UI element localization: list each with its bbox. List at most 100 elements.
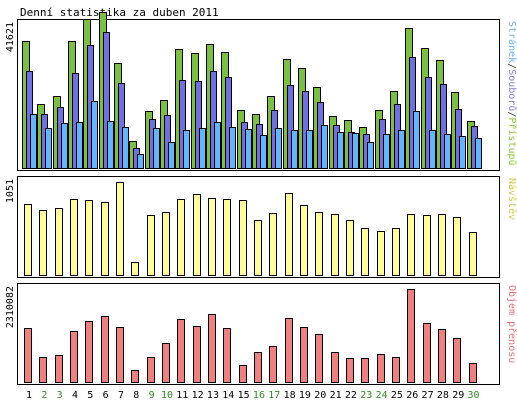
- bar-hits-stránek-16: [260, 135, 267, 169]
- bar-visits-návštěv-9: [147, 215, 155, 276]
- x-tick-label-16: 16: [253, 390, 265, 401]
- y-max-label-transfer: 2310082: [5, 286, 16, 328]
- bar-hits-stránek-4: [76, 122, 83, 169]
- bar-visits-návštěv-2: [39, 210, 47, 276]
- y-max-label-hits: 41621: [5, 22, 16, 52]
- bar-hits-souborů-14: [225, 77, 232, 169]
- bar-transfer-objem-přenosu-26: [407, 289, 415, 383]
- bar-transfer-objem-přenosu-3: [55, 355, 63, 383]
- bar-hits-stránek-7: [122, 127, 129, 169]
- bar-transfer-objem-přenosu-14: [223, 328, 231, 383]
- bar-hits-stránek-2: [45, 128, 52, 169]
- bar-transfer-objem-přenosu-1: [24, 328, 32, 383]
- series-label-hits: Stránek/Souborů/Přístupů: [506, 21, 517, 166]
- series-label-transfer: Objem přenosu: [506, 285, 517, 363]
- bar-hits-souborů-28: [440, 84, 447, 169]
- x-tick-label-20: 20: [314, 390, 326, 401]
- panel-frame-hits: [17, 19, 500, 171]
- bar-hits-souborů-7: [118, 83, 125, 169]
- series-label-part-hits-3: /: [506, 111, 517, 117]
- bar-transfer-objem-přenosu-20: [315, 334, 323, 383]
- bar-visits-návštěv-14: [223, 199, 231, 276]
- x-tick-label-9: 9: [149, 390, 155, 401]
- bar-transfer-objem-přenosu-17: [269, 346, 277, 383]
- x-tick-label-17: 17: [268, 390, 280, 401]
- x-axis-day-labels: 1 2 3 4 5 6 7 8 9 10 11 12 13 14 15 16 17 18 19 20 21 22 23 24 2…: [26, 390, 480, 401]
- bar-transfer-objem-přenosu-29: [453, 338, 461, 383]
- bar-visits-návštěv-25: [392, 228, 400, 276]
- series-label-visits: Návštěv: [506, 178, 517, 220]
- bar-hits-stránek-26: [413, 111, 420, 169]
- bar-visits-návštěv-20: [315, 212, 323, 276]
- bar-visits-návštěv-6: [101, 202, 109, 276]
- panel-frame-transfer: [17, 283, 500, 385]
- x-tick-label-28: 28: [437, 390, 449, 401]
- bar-visits-návštěv-27: [423, 215, 431, 276]
- series-label-part-hits-1: /: [506, 63, 517, 69]
- bar-visits-návštěv-5: [85, 200, 93, 276]
- x-tick-label-27: 27: [422, 390, 434, 401]
- series-labels: Stránek/Souborů/Přístupů Návštěv Objem pře…: [506, 21, 517, 363]
- bar-hits-stránek-15: [245, 129, 252, 169]
- bar-hits-stránek-24: [383, 134, 390, 169]
- x-tick-label-15: 15: [238, 390, 250, 401]
- x-tick-label-24: 24: [376, 390, 388, 401]
- bar-transfer-objem-přenosu-24: [377, 354, 385, 383]
- bar-transfer-objem-přenosu-6: [101, 316, 109, 383]
- bar-visits-návštěv-17: [269, 213, 277, 276]
- bar-hits-stránek-14: [229, 127, 236, 169]
- panel-frames: [17, 19, 500, 385]
- bar-visits-návštěv-15: [239, 200, 247, 276]
- x-tick-label-7: 7: [118, 390, 124, 401]
- bar-hits-stránek-27: [429, 130, 436, 169]
- x-tick-label-21: 21: [330, 390, 342, 401]
- bar-transfer-objem-přenosu-28: [438, 329, 446, 383]
- x-tick-label-2: 2: [41, 390, 47, 401]
- bar-hits-stránek-10: [168, 142, 175, 169]
- bar-transfer-objem-přenosu-30: [469, 363, 477, 383]
- bar-visits-návštěv-11: [177, 199, 185, 276]
- x-tick-label-30: 30: [468, 390, 480, 401]
- bar-visits-návštěv-23: [361, 228, 369, 276]
- bar-transfer-objem-přenosu-27: [423, 323, 431, 383]
- x-tick-label-18: 18: [284, 390, 296, 401]
- bar-transfer-objem-přenosu-9: [147, 357, 155, 383]
- bar-visits-návštěv-12: [193, 194, 201, 276]
- x-tick-label-10: 10: [161, 390, 173, 401]
- series-label-part-transfer-0: Objem přenosu: [506, 285, 517, 363]
- bar-hits-stránek-5: [91, 101, 98, 169]
- bar-visits-návštěv-10: [162, 212, 170, 276]
- x-tick-label-29: 29: [452, 390, 464, 401]
- bar-hits-stránek-12: [199, 128, 206, 169]
- bar-visits-návštěv-28: [438, 214, 446, 276]
- x-tick-label-14: 14: [222, 390, 234, 401]
- bar-transfer-objem-přenosu-10: [162, 343, 170, 383]
- bar-hits-stránek-28: [444, 134, 451, 169]
- bar-hits-stránek-21: [337, 132, 344, 169]
- bar-visits-návštěv-3: [55, 208, 63, 276]
- bar-visits-návštěv-1: [24, 204, 32, 276]
- bar-hits-stránek-13: [214, 122, 221, 169]
- bar-visits-návštěv-16: [254, 220, 262, 276]
- bar-hits-stránek-8: [137, 154, 144, 169]
- bar-transfer-objem-přenosu-15: [239, 365, 247, 383]
- bar-visits-návštěv-30: [469, 232, 477, 276]
- bar-hits-stránek-29: [459, 136, 466, 169]
- bar-transfer-objem-přenosu-11: [177, 319, 185, 383]
- x-tick-label-8: 8: [133, 390, 139, 401]
- bar-hits-stránek-11: [183, 130, 190, 169]
- bar-hits-stránek-22: [352, 133, 359, 169]
- bar-transfer-objem-přenosu-19: [300, 327, 308, 383]
- bar-transfer-objem-přenosu-16: [254, 352, 262, 383]
- panel-frame-visits: [17, 176, 500, 278]
- series-label-part-hits-4: Přístupů: [506, 117, 517, 165]
- bar-transfer-objem-přenosu-13: [208, 314, 216, 383]
- bar-visits-návštěv-8: [131, 262, 139, 276]
- bar-hits-souborů-6: [103, 32, 110, 169]
- x-tick-label-13: 13: [207, 390, 219, 401]
- x-tick-label-5: 5: [87, 390, 93, 401]
- bar-visits-návštěv-21: [331, 214, 339, 276]
- bar-transfer-objem-přenosu-18: [285, 318, 293, 383]
- bar-hits-stránek-1: [30, 114, 37, 169]
